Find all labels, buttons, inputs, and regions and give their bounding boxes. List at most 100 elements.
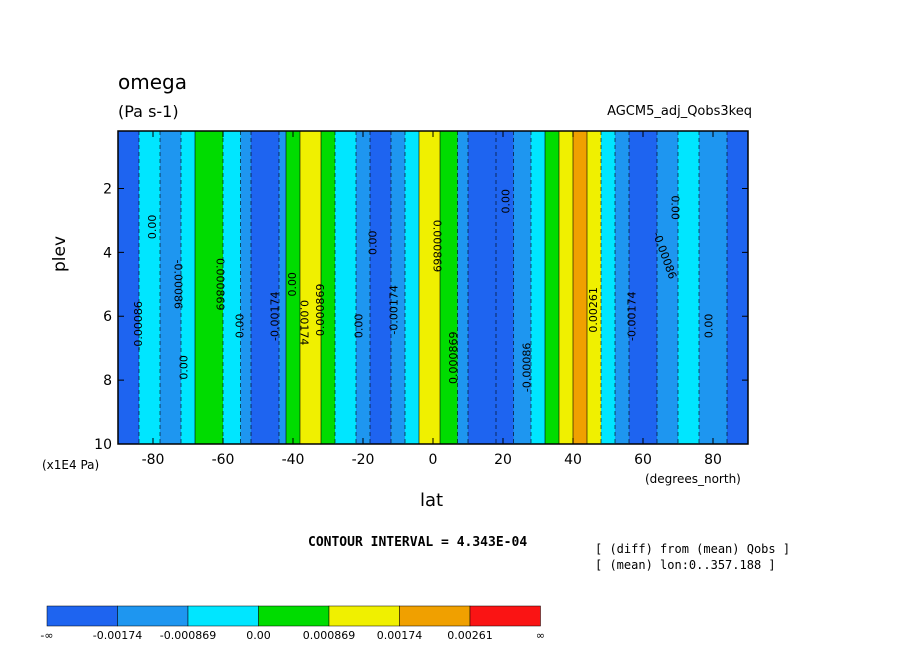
x-tick-label: -20 <box>352 452 375 468</box>
band <box>468 131 496 444</box>
band <box>573 131 587 444</box>
band <box>513 131 531 444</box>
colorbar: -∞ -0.00174 -0.000869 0.00 0.000869 0.00174 0.… <box>40 605 545 642</box>
chart-title: omega <box>118 70 187 94</box>
colorbar-swatch <box>258 605 330 627</box>
band <box>300 131 321 444</box>
colorbar-label: 0.00174 <box>377 629 423 642</box>
x-axis-ticks: -80 -60 -40 -20 0 20 40 60 80 <box>142 131 722 468</box>
band <box>321 131 335 444</box>
band <box>699 131 727 444</box>
band <box>727 131 748 444</box>
y-axis-ticks: 2 4 6 8 10 <box>94 181 748 453</box>
band <box>587 131 601 444</box>
colorbar-swatch <box>46 605 118 627</box>
colorbar-swatch <box>328 605 400 627</box>
note-line-1: [ (diff) from (mean) Qobs ] <box>595 542 791 556</box>
band <box>440 131 458 444</box>
contour-label: 0.00 <box>367 231 380 256</box>
contour-label: 0.00 <box>178 355 191 380</box>
contour-label: 0.00 <box>234 314 247 339</box>
contour-label: 0.00 <box>669 195 682 220</box>
contour-labels: -0.00086 0.00 -0.00086 0.00 0.000869 0.00 -0.0… <box>132 189 716 392</box>
band <box>629 131 657 444</box>
y-tick-label: 6 <box>103 309 112 325</box>
colorbar-swatch <box>117 605 189 627</box>
band <box>356 131 370 444</box>
contour-interval: CONTOUR INTERVAL = 4.343E-04 <box>308 535 528 550</box>
band <box>559 131 573 444</box>
y-axis-unit: (x1E4 Pa) <box>42 458 100 472</box>
x-tick-label: -60 <box>212 452 235 468</box>
x-tick-label: 40 <box>564 452 582 468</box>
x-axis-label: lat <box>420 490 444 511</box>
band <box>370 131 391 444</box>
colorbar-label: 0.000869 <box>303 629 356 642</box>
band <box>251 131 279 444</box>
x-tick-label: -40 <box>282 452 305 468</box>
x-tick-label: 0 <box>429 452 438 468</box>
colorbar-label: -0.000869 <box>160 629 216 642</box>
band <box>286 131 300 444</box>
y-tick-label: 10 <box>94 437 112 453</box>
colorbar-label: ∞ <box>536 629 545 642</box>
contour-label: 0.000869 <box>447 332 460 385</box>
band <box>195 131 223 444</box>
band <box>160 131 181 444</box>
y-tick-label: 2 <box>103 181 112 197</box>
colorbar-label: 0.00 <box>246 629 271 642</box>
contour-label: 0.00261 <box>587 287 600 333</box>
contour-label: 0.00 <box>353 314 366 339</box>
contour-label: 0.00 <box>500 189 513 214</box>
band <box>615 131 629 444</box>
band <box>335 131 356 444</box>
x-tick-label: 80 <box>704 452 722 468</box>
x-axis-unit: (degrees_north) <box>645 472 741 486</box>
colorbar-label: 0.00261 <box>447 629 493 642</box>
contour-label: -0.00086 <box>521 343 534 392</box>
band <box>457 131 468 444</box>
contour-label: 0.000869 <box>314 284 327 337</box>
contour-label: -0.00086 <box>132 301 145 350</box>
band <box>139 131 160 444</box>
x-tick-label: 20 <box>494 452 512 468</box>
chart-units: (Pa s-1) <box>118 102 179 121</box>
contour-label: 0.000869 <box>214 258 227 311</box>
contour-label: 0.00 <box>703 314 716 339</box>
band <box>279 131 286 444</box>
contour-label: -0.00174 <box>388 285 401 334</box>
colorbar-label: -∞ <box>40 629 53 642</box>
shaded-bands <box>117 131 748 444</box>
contour-label: -0.00174 <box>626 292 639 341</box>
band <box>419 131 440 444</box>
contour-label: 0.00174 <box>298 300 311 346</box>
contour-label: -0.00086 <box>172 260 185 309</box>
band <box>118 131 139 444</box>
contour-label: 0.000869 <box>431 220 444 273</box>
band <box>405 131 419 444</box>
band <box>545 131 559 444</box>
band <box>240 131 251 444</box>
colorbar-label: -0.00174 <box>93 629 142 642</box>
y-tick-label: 8 <box>103 373 112 389</box>
contour-label: 0.00 <box>146 215 159 240</box>
band <box>496 131 514 444</box>
band <box>678 131 699 444</box>
colorbar-swatch <box>187 605 259 627</box>
contour-label: -0.00174 <box>269 292 282 341</box>
contour-label: 0.00 <box>286 272 299 297</box>
band <box>531 131 545 444</box>
band <box>657 131 678 444</box>
band <box>601 131 615 444</box>
note-line-2: [ (mean) lon:0..357.188 ] <box>595 558 776 572</box>
colorbar-swatch <box>469 605 541 627</box>
band <box>223 131 241 444</box>
x-tick-label: 60 <box>634 452 652 468</box>
y-tick-label: 4 <box>103 245 112 261</box>
band <box>391 131 405 444</box>
colorbar-swatch <box>399 605 471 627</box>
x-tick-label: -80 <box>142 452 165 468</box>
band <box>181 131 195 444</box>
dataset-label: AGCM5_adj_Qobs3keq <box>607 104 752 119</box>
